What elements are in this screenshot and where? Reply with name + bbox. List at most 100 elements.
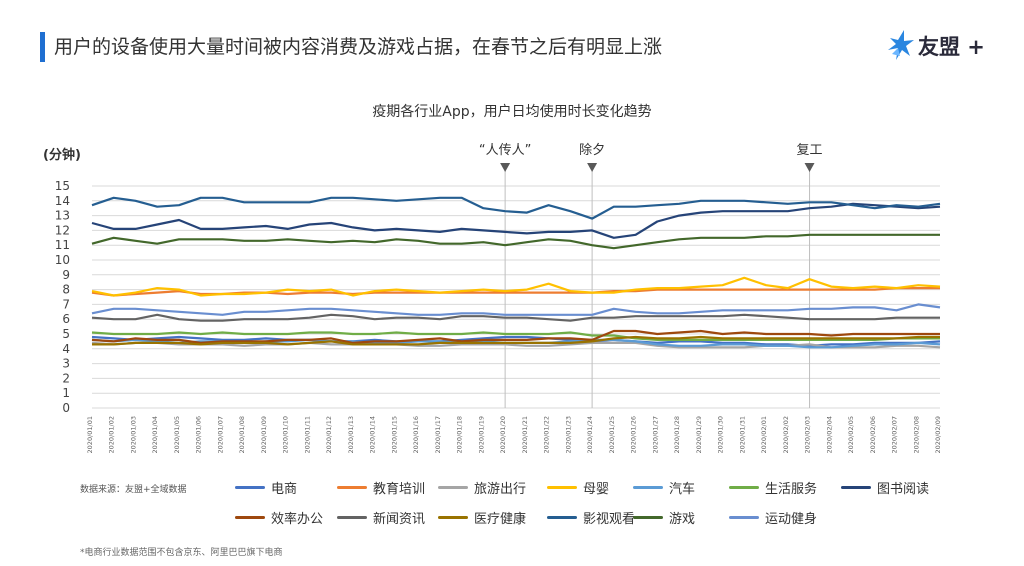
legend-swatch — [235, 485, 265, 489]
x-tick-label: 2020/01/02 — [108, 416, 116, 453]
legend-item: 旅游出行 — [438, 477, 526, 497]
legend-swatch — [547, 515, 577, 519]
annotation-marker — [500, 163, 511, 172]
x-tick-label: 2020/02/03 — [804, 416, 812, 453]
y-tick-label: 2 — [62, 371, 70, 385]
x-tick-label: 2020/01/27 — [651, 416, 659, 453]
x-tick-label: 2020/01/17 — [434, 416, 442, 453]
annotation-marker — [587, 163, 598, 172]
series-line — [91, 303, 941, 316]
legend-item: 效率办公 — [235, 507, 323, 527]
y-tick-label: 11 — [55, 238, 70, 252]
legend-label: 电商 — [271, 481, 298, 497]
legend-label: 汽车 — [669, 481, 696, 497]
legend-label: 运动健身 — [765, 511, 818, 527]
y-axis-unit-label: (分钟) — [43, 148, 81, 163]
y-tick-label: 13 — [55, 209, 70, 223]
legend-label: 新闻资讯 — [373, 511, 426, 527]
legend-label: 图书阅读 — [877, 481, 930, 497]
x-tick-label: 2020/02/05 — [847, 416, 855, 453]
x-tick-label: 2020/01/04 — [151, 416, 159, 453]
x-tick-label: 2020/01/23 — [564, 416, 572, 453]
legend-label: 母婴 — [583, 481, 610, 497]
series-line — [91, 233, 940, 250]
y-tick-label: 1 — [62, 386, 70, 400]
x-tick-label: 2020/01/10 — [282, 416, 290, 453]
legend-label: 效率办公 — [271, 511, 324, 527]
umeng-logo-text: 友盟 + — [918, 35, 985, 59]
x-tick-label: 2020/01/24 — [586, 416, 594, 453]
legend-label: 生活服务 — [765, 481, 818, 497]
legend-swatch — [633, 485, 663, 489]
x-tick-label: 2020/02/07 — [891, 416, 899, 453]
series-line — [91, 202, 941, 239]
x-tick-label: 2020/01/29 — [695, 416, 703, 453]
legend-item: 母婴 — [547, 477, 609, 497]
y-tick-label: 14 — [55, 194, 70, 208]
legend-swatch — [633, 515, 663, 519]
y-tick-label: 7 — [62, 297, 70, 311]
legend-item: 图书阅读 — [841, 477, 929, 497]
x-tick-label: 2020/01/06 — [195, 416, 203, 453]
x-tick-label: 2020/02/08 — [912, 416, 920, 453]
legend-item: 电商 — [235, 477, 297, 497]
legend-label: 旅游出行 — [474, 481, 527, 497]
x-tick-label: 2020/02/01 — [760, 416, 768, 453]
y-tick-label: 6 — [62, 312, 70, 326]
umeng-logo-icon — [888, 30, 914, 60]
annotation-marker — [804, 163, 815, 172]
x-tick-label: 2020/02/04 — [825, 416, 833, 453]
x-tick-label: 2020/01/20 — [499, 416, 507, 453]
y-tick-label: 5 — [62, 327, 70, 341]
x-tick-label: 2020/01/28 — [673, 416, 681, 453]
series-line — [91, 313, 940, 322]
annotation-label: 复工 — [797, 143, 823, 158]
x-tick-label: 2020/02/06 — [869, 416, 877, 453]
legend-swatch — [235, 515, 265, 519]
legend-item: 教育培训 — [337, 477, 425, 497]
series-line — [91, 331, 940, 341]
x-tick-label: 2020/01/01 — [86, 416, 94, 453]
y-tick-label: 12 — [55, 223, 70, 237]
legend-item: 影视观看 — [547, 507, 635, 527]
series-line — [91, 276, 941, 297]
legend-swatch — [729, 515, 759, 519]
x-tick-label: 2020/01/03 — [129, 416, 137, 453]
y-tick-label: 15 — [55, 179, 70, 193]
legend-item: 新闻资讯 — [337, 507, 425, 527]
legend-item: 汽车 — [633, 477, 695, 497]
x-tick-label: 2020/01/07 — [216, 416, 224, 453]
x-tick-label: 2020/01/13 — [347, 416, 355, 453]
series-line — [91, 196, 941, 220]
legend-swatch — [438, 515, 468, 519]
x-tick-label: 2020/01/18 — [456, 416, 464, 453]
y-tick-label: 8 — [62, 283, 70, 297]
legend-swatch — [729, 485, 759, 489]
annotation-label: 除夕 — [579, 143, 605, 158]
x-tick-label: 2020/01/05 — [173, 416, 181, 453]
x-tick-label: 2020/01/08 — [238, 416, 246, 453]
legend-swatch — [337, 485, 367, 489]
x-tick-label: 2020/01/25 — [608, 416, 616, 453]
x-tick-label: 2020/01/12 — [325, 416, 333, 453]
x-tick-label: 2020/01/14 — [369, 416, 377, 453]
x-tick-label: 2020/01/21 — [521, 416, 529, 453]
x-tick-label: 2020/01/15 — [390, 416, 398, 453]
page-title: 用户的设备使用大量时间被内容消费及游戏占据，在春节之后有明显上涨 — [54, 36, 663, 58]
y-tick-label: 3 — [62, 357, 70, 371]
y-tick-label: 9 — [62, 268, 70, 282]
x-tick-label: 2020/01/26 — [630, 416, 638, 453]
legend-label: 医疗健康 — [474, 511, 527, 527]
y-tick-label: 0 — [62, 401, 70, 415]
x-tick-label: 2020/01/30 — [717, 416, 725, 453]
y-tick-label: 4 — [62, 342, 70, 356]
footnote: *电商行业数据范围不包含京东、阿里巴巴旗下电商 — [80, 548, 283, 558]
x-tick-label: 2020/02/02 — [782, 416, 790, 453]
title-accent-bar — [40, 32, 45, 62]
x-tick-label: 2020/01/09 — [260, 416, 268, 453]
legend-swatch — [438, 485, 468, 489]
legend-label: 游戏 — [669, 511, 696, 527]
legend-swatch — [841, 485, 871, 489]
x-tick-label: 2020/01/31 — [738, 416, 746, 453]
